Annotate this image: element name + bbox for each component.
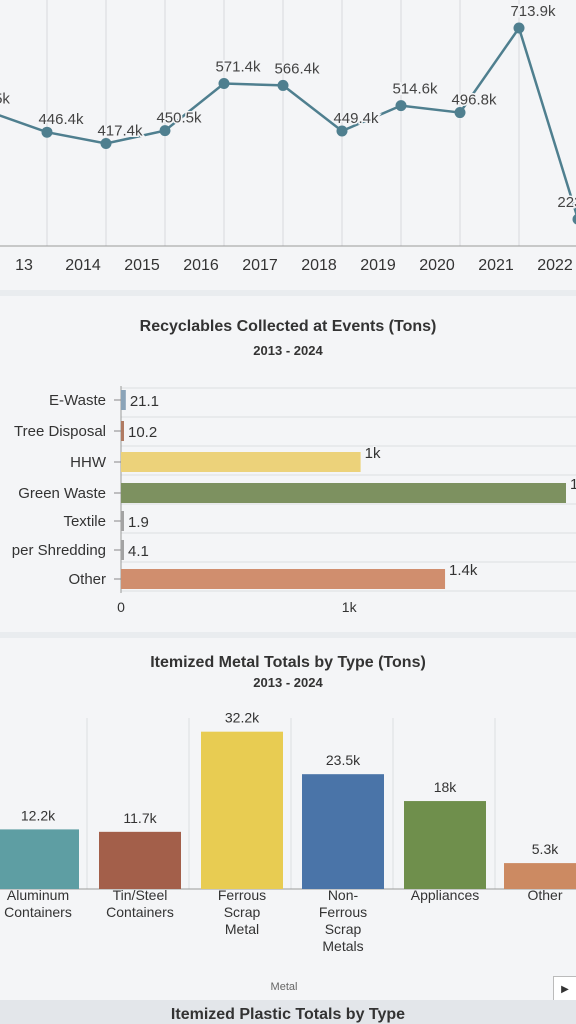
hbar-bar — [121, 390, 126, 410]
line-x-tick-label: 2019 — [360, 257, 396, 274]
line-data-label: 566.4k — [274, 60, 320, 77]
vbar-category-label: Scrap — [224, 904, 261, 920]
line-data-label: 514.6k — [392, 81, 438, 98]
hbar-category-label: HHW — [70, 454, 107, 471]
events-chart-subtitle: 2013 - 2024 — [253, 343, 323, 358]
vbar-x-axis-title: Metal — [271, 981, 298, 993]
vbar-category-label: Metal — [225, 921, 259, 937]
line-data-label: 571.4k — [215, 58, 261, 75]
line-point — [218, 77, 230, 89]
line-x-tick-label: 2017 — [242, 257, 278, 274]
events-panel: Recyclables Collected at Events (Tons) 2… — [0, 296, 576, 632]
hbar-x-tick-label: 0 — [117, 599, 125, 615]
vbar-category-label: Ferrous — [319, 904, 367, 920]
vbar-category-label: Containers — [4, 904, 72, 920]
hbar-data-label: 10.2 — [128, 424, 157, 441]
line-point — [513, 22, 525, 34]
vbar-data-label: 5.3k — [532, 841, 559, 857]
total-recyclables-panel: 5k 446.4k 417.4k 450.5k 571.4k 566.4k 449.4k 51… — [0, 0, 576, 290]
line-point — [454, 107, 466, 119]
vbar-data-label: 11.7k — [123, 810, 157, 826]
vbar-category-label: Tin/Steel — [113, 887, 168, 903]
line-x-tick-label: 2015 — [124, 257, 160, 274]
line-x-tick-label: 2018 — [301, 257, 337, 274]
vbar-category-label: Non- — [328, 887, 359, 903]
line-series — [0, 25, 576, 217]
vbar-data-label: 23.5k — [326, 752, 361, 768]
line-data-label: 496.8k — [451, 92, 497, 109]
hbar-bar — [121, 511, 124, 531]
vbar-category-label: Appliances — [411, 887, 480, 903]
vbar-bar — [201, 731, 283, 889]
events-chart-title: Recyclables Collected at Events (Tons) — [139, 318, 437, 335]
vbar-category-label: Containers — [106, 904, 174, 920]
line-data-label: 417.4k — [97, 122, 143, 139]
line-data-label: 446.4k — [38, 111, 84, 128]
vbar-bar — [302, 774, 384, 889]
vbar-bar — [504, 863, 576, 889]
vbar-data-label: 12.2k — [21, 807, 56, 823]
hbar-category-label: Other — [68, 571, 106, 588]
hbar-bar — [121, 540, 124, 560]
total-recyclables-line-chart: 5k 446.4k 417.4k 450.5k 571.4k 566.4k 449.4k 51… — [0, 0, 576, 274]
line-data-label: 713.9k — [510, 3, 556, 20]
line-point — [395, 100, 407, 112]
hbar-data-label: 4.1 — [128, 543, 149, 560]
vbar-bar — [0, 829, 79, 889]
hbar-bar — [121, 483, 566, 503]
metals-chart-subtitle: 2013 - 2024 — [253, 675, 323, 690]
line-point — [159, 125, 171, 137]
events-bar-chart: E-Waste 21.1 Tree Disposal 10.2 HHW 1k Green W… — [12, 386, 576, 615]
hbar-category-label: Green Waste — [18, 485, 106, 502]
line-x-tick-label: 2016 — [183, 257, 219, 274]
line-x-tick-label: 2014 — [65, 257, 101, 274]
hbar-bar — [121, 421, 124, 441]
line-data-label: 450.5k — [156, 110, 202, 127]
metals-chart-title: Itemized Metal Totals by Type (Tons) — [150, 654, 426, 671]
vbar-data-label: 32.2k — [225, 710, 260, 726]
hbar-bar — [121, 452, 361, 472]
hbar-category-label: Textile — [63, 513, 106, 530]
metals-bar-chart: 12.2kAluminumContainers11.7kTin/SteelCon… — [0, 710, 576, 993]
hbar-data-label: 1.9 — [128, 514, 149, 531]
hbar-category-label: Tree Disposal — [14, 423, 106, 440]
line-point — [100, 137, 112, 149]
line-data-label: 449.4k — [333, 110, 379, 127]
line-x-tick-label: 2022 — [537, 257, 573, 274]
vbar-category-label: Metals — [322, 938, 363, 954]
hbar-bar — [121, 569, 446, 589]
vbar-bar — [99, 831, 181, 889]
hbar-data-label: 1 — [570, 476, 576, 493]
hbar-data-label: 21.1 — [130, 393, 159, 410]
next-chart-title: Itemized Plastic Totals by Type — [170, 1006, 406, 1023]
vbar-bar — [404, 801, 486, 889]
vbar-category-label: Scrap — [325, 921, 362, 937]
line-data-label: 5k — [0, 90, 10, 107]
vbar-category-label: Aluminum — [7, 887, 69, 903]
hbar-x-tick-label: 1k — [342, 599, 358, 615]
vbar-category-label: Ferrous — [218, 887, 266, 903]
vbar-category-label: Other — [527, 887, 562, 903]
line-point — [277, 79, 289, 91]
hbar-category-label: per Shredding — [12, 542, 106, 559]
metals-panel: Itemized Metal Totals by Type (Tons) 201… — [0, 638, 576, 1000]
line-x-tick-label: 2020 — [419, 257, 455, 274]
hbar-category-label: E-Waste — [49, 392, 106, 409]
hbar-data-label: 1k — [365, 445, 381, 462]
next-chart-strip: Itemized Plastic Totals by Type — [0, 1000, 576, 1024]
line-point — [41, 126, 53, 138]
line-point — [572, 214, 576, 225]
line-data-label: 223. — [557, 194, 576, 211]
hbar-data-label: 1.4k — [449, 562, 478, 579]
line-point — [336, 125, 348, 137]
line-x-tick-label: 13 — [15, 257, 33, 274]
line-x-tick-label: 2021 — [478, 257, 514, 274]
vbar-data-label: 18k — [434, 779, 458, 795]
